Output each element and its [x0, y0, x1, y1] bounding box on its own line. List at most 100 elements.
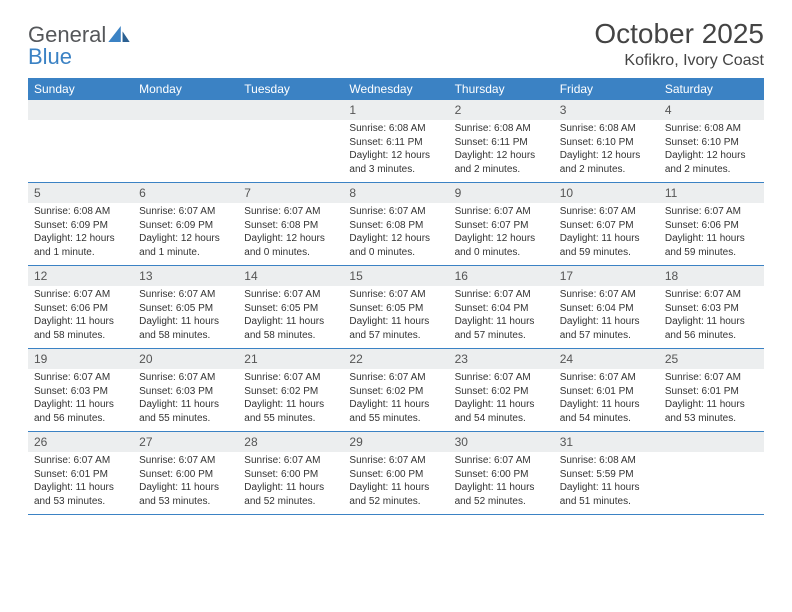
detail-row: Sunrise: 6:07 AMSunset: 6:03 PMDaylight:… [28, 369, 764, 431]
day-header: Saturday [659, 78, 764, 100]
sunrise-text: Sunrise: 6:08 AM [455, 122, 548, 136]
daylight-text: Daylight: 12 hours and 0 minutes. [455, 232, 548, 259]
daylight-text: Daylight: 11 hours and 59 minutes. [560, 232, 653, 259]
day-number: 3 [554, 100, 659, 120]
day-detail: Sunrise: 6:07 AMSunset: 6:03 PMDaylight:… [133, 369, 238, 431]
day-number: 18 [659, 266, 764, 286]
daylight-text: Daylight: 12 hours and 3 minutes. [349, 149, 442, 176]
day-detail: Sunrise: 6:07 AMSunset: 6:01 PMDaylight:… [554, 369, 659, 431]
detail-row: Sunrise: 6:07 AMSunset: 6:01 PMDaylight:… [28, 452, 764, 514]
day-number: 11 [659, 183, 764, 203]
sunset-text: Sunset: 6:02 PM [349, 385, 442, 399]
logo-text: General Blue [28, 24, 130, 68]
day-header: Monday [133, 78, 238, 100]
week-block: 567891011Sunrise: 6:08 AMSunset: 6:09 PM… [28, 182, 764, 265]
day-number: 22 [343, 349, 448, 369]
sunrise-text: Sunrise: 6:07 AM [455, 454, 548, 468]
sunset-text: Sunset: 6:00 PM [139, 468, 232, 482]
sunset-text: Sunset: 6:05 PM [139, 302, 232, 316]
week-block: 1234Sunrise: 6:08 AMSunset: 6:11 PMDayli… [28, 100, 764, 182]
sunrise-text: Sunrise: 6:08 AM [34, 205, 127, 219]
daylight-text: Daylight: 11 hours and 57 minutes. [560, 315, 653, 342]
day-detail: Sunrise: 6:08 AMSunset: 6:11 PMDaylight:… [343, 120, 448, 182]
day-number: 27 [133, 432, 238, 452]
day-detail: Sunrise: 6:08 AMSunset: 5:59 PMDaylight:… [554, 452, 659, 514]
daylight-text: Daylight: 11 hours and 54 minutes. [455, 398, 548, 425]
day-number: 23 [449, 349, 554, 369]
daylight-text: Daylight: 11 hours and 53 minutes. [139, 481, 232, 508]
daylight-text: Daylight: 12 hours and 1 minute. [34, 232, 127, 259]
day-detail: Sunrise: 6:07 AMSunset: 6:01 PMDaylight:… [659, 369, 764, 431]
detail-row: Sunrise: 6:08 AMSunset: 6:09 PMDaylight:… [28, 203, 764, 265]
sunrise-text: Sunrise: 6:07 AM [34, 454, 127, 468]
day-detail: Sunrise: 6:07 AMSunset: 6:00 PMDaylight:… [238, 452, 343, 514]
day-number: 19 [28, 349, 133, 369]
day-number: 1 [343, 100, 448, 120]
daylight-text: Daylight: 11 hours and 51 minutes. [560, 481, 653, 508]
calendar-body: 1234Sunrise: 6:08 AMSunset: 6:11 PMDayli… [28, 100, 764, 515]
daylight-text: Daylight: 11 hours and 57 minutes. [349, 315, 442, 342]
daylight-text: Daylight: 11 hours and 58 minutes. [34, 315, 127, 342]
day-number: 8 [343, 183, 448, 203]
day-detail: Sunrise: 6:07 AMSunset: 6:08 PMDaylight:… [343, 203, 448, 265]
sunset-text: Sunset: 6:02 PM [455, 385, 548, 399]
daylight-text: Daylight: 11 hours and 55 minutes. [244, 398, 337, 425]
sunrise-text: Sunrise: 6:07 AM [665, 205, 758, 219]
day-header: Friday [554, 78, 659, 100]
day-detail: Sunrise: 6:07 AMSunset: 6:02 PMDaylight:… [449, 369, 554, 431]
day-detail: Sunrise: 6:07 AMSunset: 6:06 PMDaylight:… [28, 286, 133, 348]
page: General Blue October 2025 Kofikro, Ivory… [0, 0, 792, 533]
sunset-text: Sunset: 6:00 PM [244, 468, 337, 482]
day-detail [659, 452, 764, 514]
sunrise-text: Sunrise: 6:08 AM [349, 122, 442, 136]
day-detail: Sunrise: 6:08 AMSunset: 6:11 PMDaylight:… [449, 120, 554, 182]
daylight-text: Daylight: 11 hours and 56 minutes. [665, 315, 758, 342]
daylight-text: Daylight: 12 hours and 2 minutes. [665, 149, 758, 176]
day-detail: Sunrise: 6:08 AMSunset: 6:09 PMDaylight:… [28, 203, 133, 265]
day-number: 10 [554, 183, 659, 203]
daylight-text: Daylight: 11 hours and 58 minutes. [139, 315, 232, 342]
day-detail: Sunrise: 6:07 AMSunset: 6:03 PMDaylight:… [28, 369, 133, 431]
header: General Blue October 2025 Kofikro, Ivory… [28, 18, 764, 70]
daylight-text: Daylight: 11 hours and 55 minutes. [349, 398, 442, 425]
sunset-text: Sunset: 6:03 PM [139, 385, 232, 399]
daynum-row: 12131415161718 [28, 266, 764, 286]
day-number: 12 [28, 266, 133, 286]
sunset-text: Sunset: 6:00 PM [349, 468, 442, 482]
sunrise-text: Sunrise: 6:07 AM [455, 205, 548, 219]
calendar: Sunday Monday Tuesday Wednesday Thursday… [28, 78, 764, 515]
day-number: 31 [554, 432, 659, 452]
day-header-row: Sunday Monday Tuesday Wednesday Thursday… [28, 78, 764, 100]
daylight-text: Daylight: 12 hours and 1 minute. [139, 232, 232, 259]
day-detail [133, 120, 238, 182]
day-number: 30 [449, 432, 554, 452]
day-detail: Sunrise: 6:07 AMSunset: 6:07 PMDaylight:… [449, 203, 554, 265]
day-number: 29 [343, 432, 448, 452]
sunrise-text: Sunrise: 6:07 AM [560, 371, 653, 385]
logo-text-blue: Blue [28, 44, 72, 69]
title-block: October 2025 Kofikro, Ivory Coast [594, 18, 764, 70]
sunset-text: Sunset: 6:08 PM [244, 219, 337, 233]
sunset-text: Sunset: 6:05 PM [244, 302, 337, 316]
daynum-row: 19202122232425 [28, 349, 764, 369]
day-detail: Sunrise: 6:07 AMSunset: 6:07 PMDaylight:… [554, 203, 659, 265]
daylight-text: Daylight: 11 hours and 59 minutes. [665, 232, 758, 259]
week-block: 19202122232425Sunrise: 6:07 AMSunset: 6:… [28, 348, 764, 431]
sunset-text: Sunset: 6:01 PM [34, 468, 127, 482]
sunset-text: Sunset: 6:02 PM [244, 385, 337, 399]
day-number: 21 [238, 349, 343, 369]
daylight-text: Daylight: 11 hours and 53 minutes. [665, 398, 758, 425]
daylight-text: Daylight: 11 hours and 52 minutes. [455, 481, 548, 508]
daylight-text: Daylight: 11 hours and 54 minutes. [560, 398, 653, 425]
day-detail: Sunrise: 6:07 AMSunset: 6:03 PMDaylight:… [659, 286, 764, 348]
detail-row: Sunrise: 6:08 AMSunset: 6:11 PMDaylight:… [28, 120, 764, 182]
day-detail: Sunrise: 6:07 AMSunset: 6:04 PMDaylight:… [554, 286, 659, 348]
day-header: Tuesday [238, 78, 343, 100]
sunrise-text: Sunrise: 6:07 AM [560, 205, 653, 219]
daylight-text: Daylight: 12 hours and 0 minutes. [349, 232, 442, 259]
daylight-text: Daylight: 11 hours and 55 minutes. [139, 398, 232, 425]
daylight-text: Daylight: 11 hours and 58 minutes. [244, 315, 337, 342]
sunrise-text: Sunrise: 6:07 AM [139, 205, 232, 219]
week-block: 12131415161718Sunrise: 6:07 AMSunset: 6:… [28, 265, 764, 348]
sunrise-text: Sunrise: 6:07 AM [665, 288, 758, 302]
